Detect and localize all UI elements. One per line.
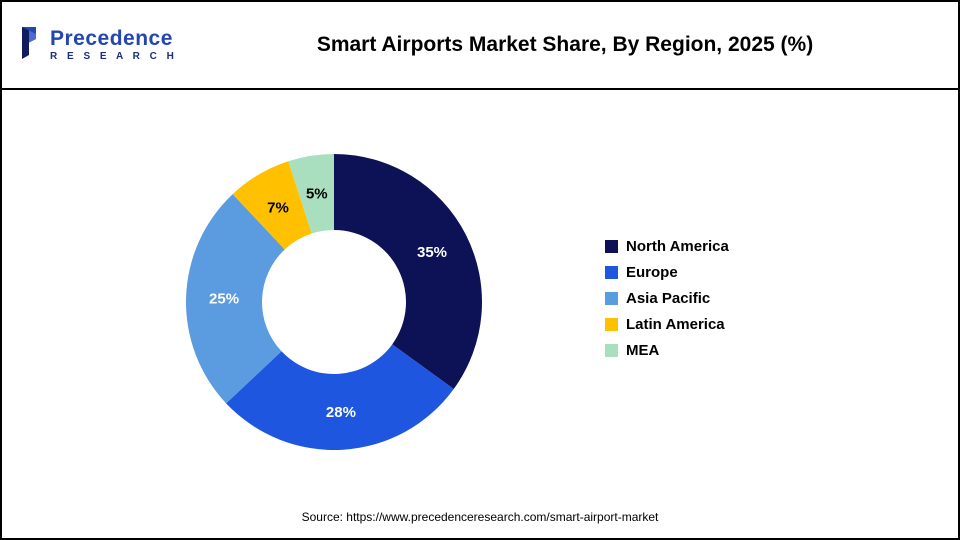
legend-item-asia-pacific: Asia Pacific [605, 290, 729, 307]
legend-label: Europe [626, 264, 678, 281]
legend-swatch [605, 240, 618, 253]
legend: North America Europe Asia Pacific Latin Ame… [605, 238, 729, 359]
donut-slice-mea [288, 154, 334, 234]
footer: Source: https://www.precedenceresearch.c… [2, 508, 958, 526]
legend-item-north-america: North America [605, 238, 729, 255]
precedence-research-logo: Precedence R E S E A R C H [20, 26, 190, 65]
donut-slice-europe [226, 344, 454, 451]
legend-swatch [605, 318, 618, 331]
title-wrap: Smart Airports Market Share, By Region, … [190, 33, 940, 57]
legend-label: MEA [626, 342, 660, 359]
donut-slice-north-america [334, 154, 482, 389]
slice-label-latin-america: 7% [267, 199, 289, 216]
logo-subtitle: R E S E A R C H [50, 50, 178, 62]
logo-wordmark: Precedence [50, 26, 173, 50]
legend-swatch [605, 292, 618, 305]
logo-text: Precedence R E S E A R C H [50, 26, 178, 63]
donut-slice-latin-america [232, 161, 312, 250]
slice-label-north-america: 35% [417, 244, 447, 261]
legend-swatch [605, 266, 618, 279]
chart-area: 35% 28% 25% 7% 5% North America Europe Asia Pa… [2, 90, 958, 500]
header: Precedence R E S E A R C H Smart Airport… [2, 2, 958, 90]
slice-label-europe: 28% [326, 404, 356, 421]
donut-chart: 35% 28% 25% 7% 5% [185, 154, 482, 451]
slice-label-mea: 5% [306, 185, 328, 202]
legend-label: Latin America [626, 316, 725, 333]
legend-item-mea: MEA [605, 342, 729, 359]
legend-item-latin-america: Latin America [605, 316, 729, 333]
legend-label: North America [626, 238, 729, 255]
legend-item-europe: Europe [605, 264, 729, 281]
donut-slice-asia-pacific [185, 194, 285, 404]
page-title: Smart Airports Market Share, By Region, … [316, 33, 814, 56]
source-text: Source: https://www.precedenceresearch.c… [301, 510, 659, 524]
logo-ribbon-icon [20, 26, 44, 65]
slice-label-asia-pacific: 25% [209, 291, 239, 308]
legend-label: Asia Pacific [626, 290, 711, 307]
legend-swatch [605, 344, 618, 357]
